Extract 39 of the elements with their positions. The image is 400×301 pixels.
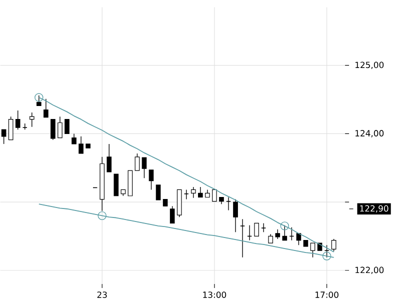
candlestick [148, 169, 154, 190]
candlestick [58, 116, 62, 138]
x-tick-label: 17:00 [316, 291, 338, 298]
candlestick [310, 242, 316, 258]
candlestick [29, 112, 34, 128]
y-tick-label: 125,00 [355, 62, 384, 69]
ref-line-label: 122,90 [360, 205, 388, 212]
candlestick [190, 186, 196, 198]
y-tick-label: 122,00 [355, 266, 384, 274]
point [280, 221, 290, 230]
candlestick [50, 118, 56, 140]
candlestick [15, 110, 20, 130]
candlestick [156, 184, 161, 200]
candlestick [72, 133, 76, 144]
candlestick [331, 238, 336, 252]
candlestick [64, 118, 70, 134]
y-tick-label: 124,00 [355, 130, 384, 138]
candlestick [212, 189, 217, 202]
candlestick [36, 94, 42, 106]
candlestick [275, 228, 280, 240]
candlestick [78, 136, 84, 154]
candlestick [198, 186, 203, 198]
candlestick [106, 143, 112, 172]
candlestick [233, 198, 238, 232]
candlestick [324, 244, 330, 258]
candlestick [44, 98, 48, 118]
point [322, 252, 332, 260]
candlestick [254, 222, 259, 236]
x-tick-label: 23 [97, 291, 107, 298]
candlestick [170, 206, 175, 224]
point [34, 92, 44, 102]
candlestick [114, 174, 119, 196]
point [98, 211, 106, 220]
candlestick [240, 218, 246, 258]
candlestick [282, 224, 288, 241]
x-tick-label: 13:00 [203, 291, 226, 298]
candlestick [8, 116, 14, 140]
candlestick [134, 153, 140, 171]
candlestick [142, 157, 147, 178]
